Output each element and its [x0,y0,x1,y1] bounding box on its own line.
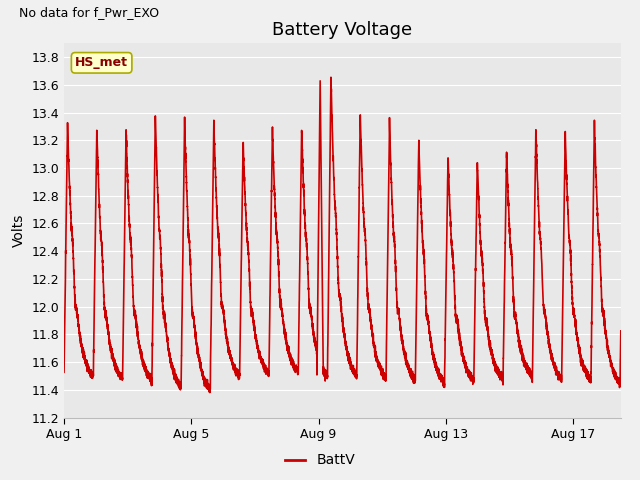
Text: No data for f_Pwr_EXO: No data for f_Pwr_EXO [19,6,159,19]
Y-axis label: Volts: Volts [12,214,26,247]
Text: HS_met: HS_met [75,56,128,69]
Title: Battery Voltage: Battery Voltage [273,21,412,39]
Legend: BattV: BattV [279,448,361,473]
